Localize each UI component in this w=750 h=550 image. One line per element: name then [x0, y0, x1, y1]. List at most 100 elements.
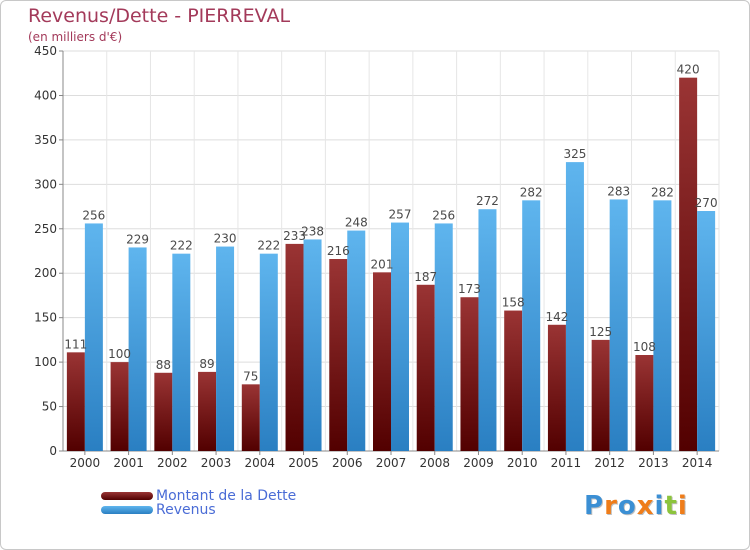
- data-label-revenue: 238: [301, 224, 324, 238]
- data-label-debt: 173: [458, 282, 481, 296]
- bar-debt: [66, 352, 85, 451]
- data-label-revenue: 248: [345, 216, 368, 230]
- x-tick-label: 2008: [419, 456, 450, 470]
- logo-letter: r: [604, 491, 618, 521]
- data-label-revenue: 282: [651, 185, 674, 199]
- x-tick-label: 2005: [288, 456, 319, 470]
- data-label-debt: 75: [243, 369, 258, 383]
- y-tick-label: 100: [34, 355, 57, 369]
- bar-revenue: [347, 230, 366, 451]
- bar-revenue: [565, 162, 584, 451]
- logo-letter: t: [664, 491, 678, 521]
- legend-item-debt: Montant de la Dette: [101, 488, 296, 504]
- x-tick-label: 2002: [157, 456, 188, 470]
- logo-letter: i: [654, 491, 665, 521]
- y-tick-label: 50: [42, 400, 57, 414]
- bar-debt: [373, 272, 391, 451]
- data-label-revenue: 256: [82, 208, 105, 222]
- data-label-revenue: 256: [432, 208, 455, 222]
- data-label-debt: 201: [371, 257, 394, 271]
- bar-debt: [110, 362, 129, 451]
- x-tick-label: 2003: [201, 456, 232, 470]
- data-label-debt: 216: [327, 244, 350, 258]
- y-tick-label: 250: [34, 222, 57, 236]
- bar-debt: [241, 384, 260, 451]
- bar-revenue: [84, 223, 103, 451]
- x-tick-label: 2010: [507, 456, 538, 470]
- legend-swatch-revenue: [101, 506, 153, 514]
- bar-debt: [416, 284, 435, 451]
- data-label-debt: 111: [64, 337, 87, 351]
- y-tick-label: 400: [34, 88, 57, 102]
- data-label-debt: 187: [414, 270, 437, 284]
- data-label-revenue: 222: [257, 239, 280, 253]
- proxiti-logo: Proxiti: [584, 491, 688, 521]
- bar-debt: [547, 324, 566, 451]
- x-tick-label: 2006: [332, 456, 363, 470]
- y-tick-label: 150: [34, 311, 57, 325]
- logo-letter: x: [636, 491, 655, 521]
- bar-revenue: [172, 253, 191, 451]
- bar-debt: [504, 310, 523, 451]
- bar-debt: [285, 243, 304, 451]
- legend-label-debt: Montant de la Dette: [156, 488, 297, 504]
- data-label-debt: 420: [677, 63, 700, 77]
- x-tick-label: 2001: [113, 456, 144, 470]
- x-tick-label: 2014: [682, 456, 713, 470]
- x-tick-label: 2007: [376, 456, 407, 470]
- bar-revenue: [303, 239, 322, 451]
- bar-debt: [591, 339, 610, 451]
- bar-revenue: [216, 246, 235, 451]
- bar-revenue: [391, 222, 409, 451]
- data-label-revenue: 272: [476, 194, 499, 208]
- data-label-revenue: 325: [563, 147, 586, 161]
- legend-item-revenue: Revenus: [101, 502, 216, 518]
- bar-debt: [329, 259, 348, 451]
- bar-revenue: [128, 247, 147, 451]
- data-label-debt: 125: [589, 325, 612, 339]
- data-label-revenue: 282: [520, 185, 543, 199]
- bar-debt: [679, 77, 698, 452]
- logo-letter: i: [677, 491, 688, 521]
- bar-revenue: [259, 253, 278, 451]
- data-label-revenue: 283: [607, 184, 630, 198]
- chart-title: Revenus/Dette - PIERREVAL: [28, 5, 291, 27]
- bar-revenue: [653, 200, 672, 451]
- bar-revenue: [697, 211, 716, 451]
- data-label-debt: 142: [545, 310, 568, 324]
- data-label-revenue: 229: [126, 232, 149, 246]
- y-tick-label: 300: [34, 177, 57, 191]
- bar-revenue: [434, 223, 453, 451]
- data-label-debt: 108: [633, 340, 656, 354]
- bar-debt: [198, 371, 217, 451]
- legend-label-revenue: Revenus: [156, 502, 216, 518]
- data-label-debt: 89: [199, 357, 214, 371]
- bar-revenue: [609, 199, 628, 451]
- data-label-debt: 233: [283, 229, 306, 243]
- bar-debt: [154, 372, 173, 451]
- data-label-revenue: 222: [170, 239, 193, 253]
- chart-subtitle: (en milliers d'€): [28, 30, 123, 44]
- x-tick-label: 2000: [70, 456, 101, 470]
- bar-debt: [635, 355, 654, 451]
- bar-debt: [460, 297, 479, 451]
- data-label-revenue: 257: [389, 208, 412, 222]
- x-tick-label: 2004: [245, 456, 276, 470]
- y-tick-label: 0: [49, 444, 57, 458]
- y-tick-label: 200: [34, 266, 57, 280]
- data-label-debt: 158: [502, 296, 525, 310]
- logo-letter: o: [617, 491, 637, 521]
- y-tick-label: 450: [34, 44, 57, 58]
- y-tick-label: 350: [34, 133, 57, 147]
- x-tick-label: 2009: [463, 456, 494, 470]
- data-label-revenue: 230: [214, 232, 237, 246]
- data-label-debt: 100: [108, 347, 131, 361]
- x-tick-label: 2012: [594, 456, 625, 470]
- x-tick-label: 2013: [638, 456, 669, 470]
- x-tick-label: 2011: [551, 456, 582, 470]
- logo-letter: P: [584, 491, 605, 521]
- bar-revenue: [522, 200, 541, 451]
- data-label-debt: 88: [156, 358, 171, 372]
